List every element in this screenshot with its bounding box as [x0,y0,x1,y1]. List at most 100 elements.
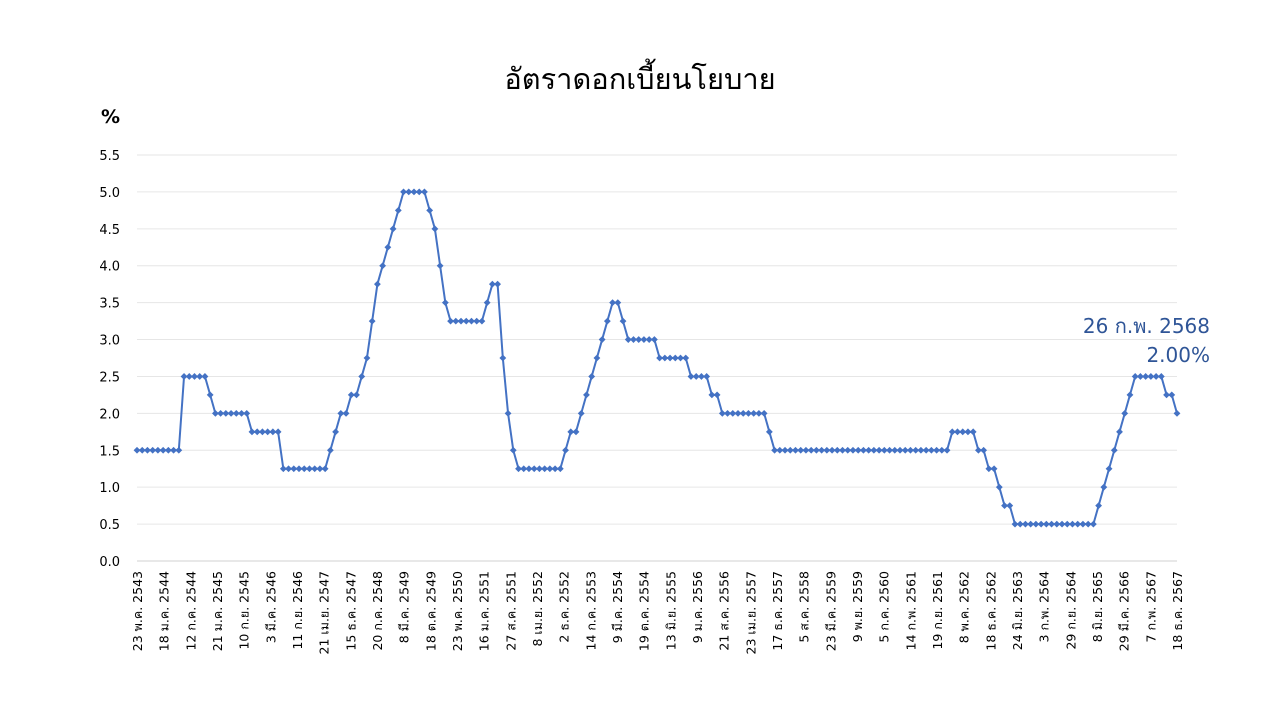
data-point-marker [185,373,193,380]
data-point-marker [259,428,266,436]
data-point-marker [1147,373,1155,380]
x-tick-label: 17 ธ.ค. 2557 [770,571,785,651]
data-point-marker [645,336,653,343]
data-point-marker [1011,520,1019,528]
data-point-marker [771,446,778,454]
data-point-marker [703,373,711,380]
data-point-marker [321,465,329,473]
data-point-marker [729,409,737,417]
data-point-marker [975,446,982,454]
data-point-marker [431,225,439,233]
x-tick-label: 21 ส.ค. 2556 [717,571,732,651]
x-tick-label: 13 มิ.ย. 2555 [663,571,678,650]
y-tick-label: 5.5 [99,149,120,164]
data-point-marker [133,446,141,454]
data-point-marker [1074,520,1082,528]
data-point-marker [755,409,763,417]
data-point-marker [1037,520,1045,528]
data-point-marker [405,188,413,196]
data-point-marker [358,373,366,380]
data-point-marker [400,188,407,196]
data-point-marker [964,428,972,436]
data-point-marker [436,262,444,270]
data-point-marker [938,446,946,454]
data-point-marker [865,446,873,454]
x-tick-label: 10 ก.ย. 2545 [237,571,252,650]
data-point-marker [896,446,904,454]
data-point-marker [253,428,261,436]
data-point-marker [1084,520,1092,528]
data-point-marker [854,446,862,454]
y-tick-label: 1.5 [99,444,120,459]
x-tick-label: 9 ม.ค. 2556 [690,571,705,643]
data-point-marker [750,409,758,417]
data-point-marker [415,188,423,196]
data-point-marker [368,317,376,325]
x-tick-label: 18 ม.ค. 2544 [157,571,172,651]
data-point-marker [347,391,355,399]
y-axis-unit-label: % [101,106,121,128]
data-point-marker [316,465,324,473]
data-point-marker [661,354,669,362]
data-point-marker [196,373,204,380]
x-tick-label: 5 ส.ค. 2558 [797,571,812,643]
data-point-marker [159,446,167,454]
data-point-marker [833,446,841,454]
y-tick-label: 4.5 [99,223,120,238]
data-point-marker [818,446,826,454]
data-point-marker [1095,502,1103,510]
data-point-marker [504,409,512,417]
data-point-marker [342,409,350,417]
data-point-marker [180,373,188,380]
y-tick-label: 0.0 [99,555,120,570]
x-axis-tick-labels: 23 พ.ค. 2543 18 ม.ค. 2544 12 ก.ค. 2544 21 ม… [130,571,1185,654]
data-point-marker [630,336,637,343]
data-point-marker [530,465,538,473]
data-point-marker [264,428,272,436]
x-tick-label: 12 ก.ค. 2544 [183,571,198,651]
data-point-marker [1131,373,1139,380]
data-point-marker [306,465,313,473]
data-point-marker [410,188,418,196]
data-point-marker [1053,520,1061,528]
data-point-marker [1126,391,1134,399]
data-point-marker [536,465,543,473]
data-point-marker [562,446,569,454]
data-point-marker [285,465,292,473]
data-point-marker [206,391,214,399]
data-point-marker [682,354,690,362]
data-point-marker [828,446,836,454]
data-point-marker [901,446,909,454]
data-point-marker [1142,373,1150,380]
y-tick-label: 1.0 [99,481,120,496]
data-point-marker [201,373,209,380]
x-tick-label: 21 ม.ค. 2545 [210,571,225,651]
x-tick-label: 18 ต.ค. 2549 [423,571,438,651]
data-point-marker [175,446,183,454]
data-point-marker [713,391,721,399]
data-point-marker [243,409,251,417]
y-tick-label: 2.0 [99,407,120,422]
data-point-marker [191,373,198,380]
y-axis-tick-labels: 0.0 0.5 1.0 1.5 2.0 2.5 3.0 3.5 4.0 4.5 5.0 5.5 [99,149,120,570]
data-point-marker [718,409,726,417]
data-point-marker [269,428,277,436]
data-point-marker [478,317,486,325]
data-point-marker [656,354,664,362]
data-point-marker [603,317,611,325]
x-tick-label: 24 มิ.ย. 2563 [1010,571,1025,650]
data-point-marker [760,409,768,417]
policy-rate-series [133,188,1181,528]
data-point-marker [577,409,585,417]
y-tick-label: 3.5 [99,297,120,312]
latest-rate-callout: 26 ก.พ. 2568 2.00% [1040,312,1210,370]
data-point-marker [1137,373,1144,380]
data-point-marker [1116,428,1123,436]
data-point-marker [849,446,857,454]
data-point-marker [149,446,157,454]
data-point-marker [671,354,679,362]
data-point-marker [583,391,590,399]
data-point-marker [1069,520,1076,528]
data-point-marker [624,336,632,343]
data-point-marker [1105,465,1113,473]
